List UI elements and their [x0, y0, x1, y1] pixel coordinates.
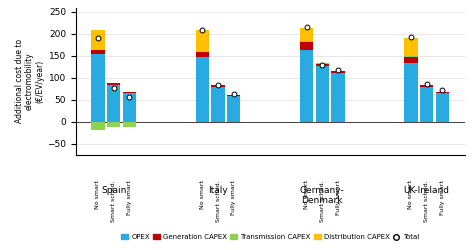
Bar: [211, 87, 225, 122]
Bar: [123, 122, 136, 127]
Text: Fully smart: Fully smart: [127, 180, 132, 215]
Legend: OPEX, Generation CAPEX, Transmission CAPEX, Distribution CAPEX, Total: OPEX, Generation CAPEX, Transmission CAP…: [118, 231, 422, 243]
Bar: [91, 122, 105, 130]
Bar: [300, 28, 313, 42]
Bar: [107, 83, 120, 84]
Text: No smart: No smart: [200, 180, 205, 209]
Text: Fully smart: Fully smart: [231, 180, 236, 215]
Bar: [316, 66, 329, 122]
Bar: [420, 87, 433, 122]
Bar: [331, 71, 345, 73]
Bar: [404, 62, 418, 122]
Bar: [91, 54, 105, 122]
Bar: [436, 92, 449, 93]
Bar: [316, 64, 329, 66]
Text: Smart sched.: Smart sched.: [320, 180, 325, 222]
Text: Smart sched.: Smart sched.: [216, 180, 220, 222]
Bar: [420, 86, 433, 87]
Y-axis label: Additional cost due to
electromobility
(€/EV/year): Additional cost due to electromobility (…: [15, 39, 45, 123]
Bar: [420, 85, 433, 86]
Bar: [211, 86, 225, 87]
Text: Fully smart: Fully smart: [336, 180, 340, 215]
Bar: [123, 92, 136, 93]
Bar: [227, 95, 240, 96]
Bar: [196, 30, 209, 52]
Bar: [123, 93, 136, 122]
Bar: [404, 56, 418, 57]
Bar: [91, 30, 105, 50]
Bar: [300, 50, 313, 122]
Bar: [196, 52, 209, 57]
Bar: [436, 93, 449, 122]
Bar: [404, 38, 418, 56]
Text: No smart: No smart: [95, 180, 100, 209]
Bar: [404, 57, 418, 62]
Text: Smart sched.: Smart sched.: [424, 180, 429, 222]
Bar: [196, 57, 209, 122]
Bar: [107, 84, 120, 122]
Text: No smart: No smart: [409, 180, 413, 209]
Text: Smart sched.: Smart sched.: [111, 180, 116, 222]
Bar: [331, 73, 345, 122]
Bar: [91, 50, 105, 54]
Bar: [107, 122, 120, 127]
Bar: [227, 96, 240, 122]
Text: Fully smart: Fully smart: [440, 180, 445, 215]
Bar: [300, 42, 313, 50]
Text: No smart: No smart: [304, 180, 309, 209]
